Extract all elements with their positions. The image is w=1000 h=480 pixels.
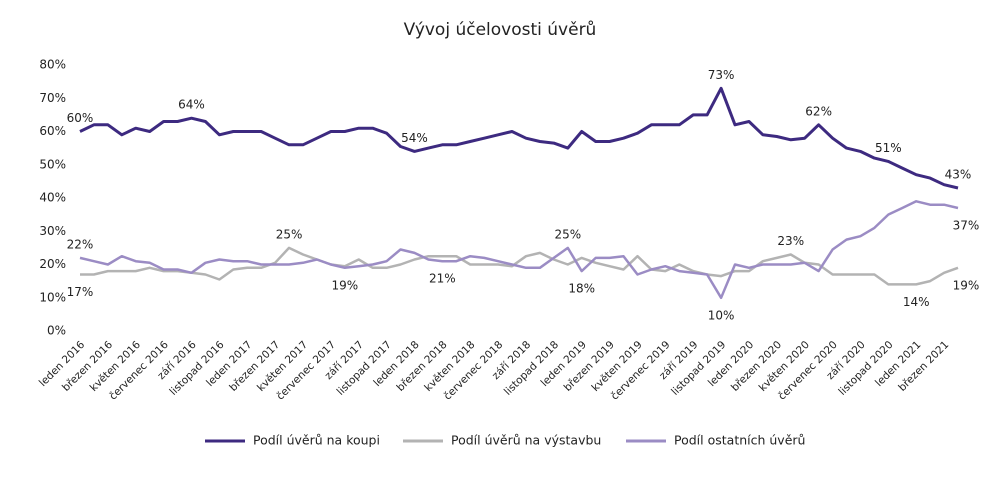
data-label: 10%	[708, 308, 735, 322]
y-tick-label: 10%	[39, 290, 66, 304]
y-tick-label: 30%	[39, 224, 66, 238]
data-label: 60%	[67, 111, 94, 125]
data-label: 21%	[429, 272, 456, 286]
chart-title: Vývoj účelovosti úvěrů	[404, 20, 597, 40]
data-label: 22%	[67, 237, 94, 251]
data-label: 51%	[875, 141, 902, 155]
data-label: 54%	[401, 131, 428, 145]
y-tick-label: 80%	[39, 58, 66, 72]
data-label: 19%	[953, 278, 980, 292]
y-tick-label: 60%	[39, 124, 66, 138]
legend-label: Podíl úvěrů na koupi	[253, 433, 380, 448]
data-label: 73%	[708, 68, 735, 82]
data-label: 64%	[178, 98, 205, 112]
legend-label: Podíl úvěrů na výstavbu	[451, 433, 601, 448]
y-tick-label: 50%	[39, 157, 66, 171]
y-tick-label: 0%	[47, 324, 66, 338]
data-label: 25%	[554, 227, 581, 241]
series-line	[79, 200, 959, 300]
series-line	[80, 246, 959, 286]
data-label: 19%	[331, 278, 358, 292]
y-tick-label: 40%	[39, 191, 66, 205]
y-tick-label: 70%	[39, 91, 66, 105]
series-line	[79, 86, 959, 190]
data-label: 43%	[945, 168, 972, 182]
data-label: 37%	[953, 218, 980, 232]
x-tick-label: březen 2021	[896, 339, 951, 394]
y-tick-label: 20%	[39, 257, 66, 271]
data-label: 25%	[276, 227, 303, 241]
data-label: 18%	[568, 282, 595, 296]
data-label: 23%	[777, 234, 804, 248]
legend-label: Podíl ostatních úvěrů	[674, 433, 805, 448]
data-label: 14%	[903, 295, 930, 309]
data-label: 17%	[67, 285, 94, 299]
data-label: 62%	[805, 104, 832, 118]
